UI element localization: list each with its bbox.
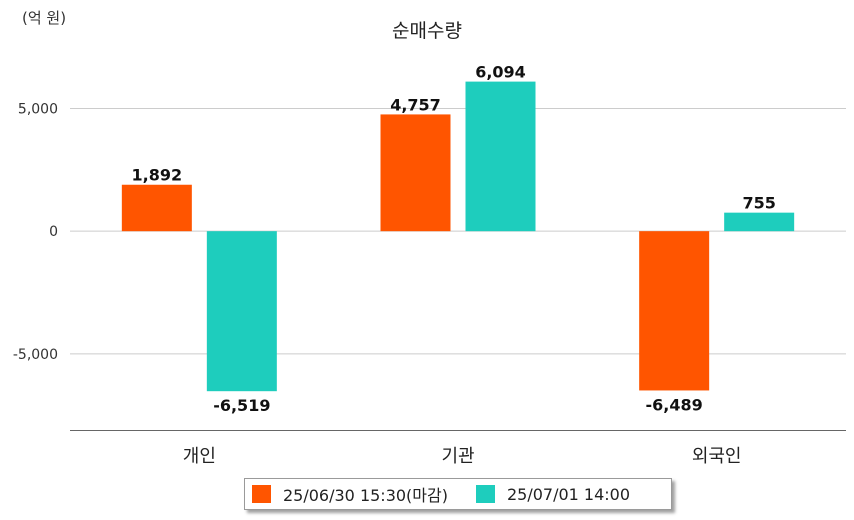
- data-label: -6,489: [646, 395, 703, 414]
- bar: [639, 231, 710, 391]
- legend: 25/06/30 15:30(마감) 25/07/01 14:00: [244, 478, 672, 510]
- y-tick-label: -5,000: [13, 347, 58, 363]
- x-tick-label: 기관: [441, 446, 474, 467]
- data-label: 4,757: [390, 95, 441, 114]
- x-tick-label: 개인: [183, 446, 216, 467]
- data-label: -6,519: [213, 396, 270, 415]
- bar: [724, 212, 795, 232]
- y-tick-label: 0: [49, 224, 58, 240]
- bar: [465, 81, 536, 232]
- data-label: 6,094: [475, 63, 526, 82]
- chart-title: 순매수량: [392, 20, 462, 42]
- legend-label-series-2: 25/07/01 14:00: [506, 484, 631, 504]
- legend-item-series-2[interactable]: 25/07/01 14:00: [475, 484, 631, 504]
- bar: [121, 184, 192, 232]
- bar: [380, 114, 451, 232]
- unit-label: (억 원): [22, 9, 67, 27]
- bar: [206, 231, 277, 392]
- y-tick-label: 5,000: [18, 101, 58, 117]
- data-label: 755: [742, 194, 775, 213]
- x-tick-label: 외국인: [692, 446, 742, 467]
- data-label: 1,892: [132, 166, 183, 185]
- legend-swatch-series-2: [475, 485, 495, 503]
- legend-swatch-series-1: [252, 485, 271, 503]
- legend-item-series-1[interactable]: 25/06/30 15:30(마감): [252, 482, 448, 506]
- legend-label-series-1: 25/06/30 15:30(마감): [283, 486, 448, 505]
